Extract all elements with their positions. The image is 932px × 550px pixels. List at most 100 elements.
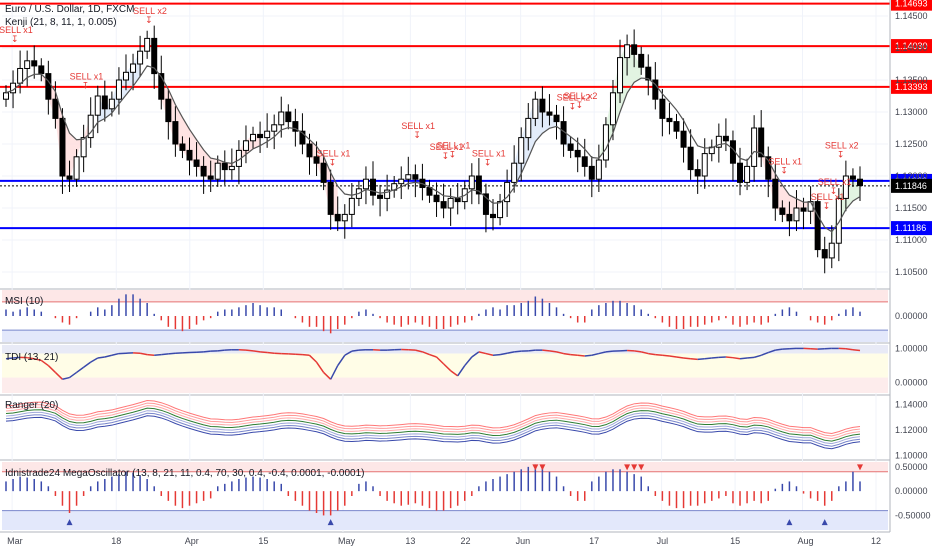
sell-signal-arrow: ↧ [449, 149, 457, 159]
candle-body [122, 71, 129, 81]
tdi-line-segment [351, 349, 360, 352]
candle-body [638, 53, 645, 68]
sell-signal-label: SELL x1 [472, 148, 506, 158]
tdi-line-segment [549, 350, 557, 353]
tdi-line-segment [47, 365, 56, 373]
candle-body [377, 194, 384, 199]
candle-body [694, 169, 701, 177]
candle-body [588, 165, 595, 180]
tdi-line-segment [457, 365, 466, 377]
sell-signal-label: SELL x1 [818, 177, 852, 187]
tdi-line-segment [760, 351, 769, 356]
time-tick-label: Jul [657, 536, 669, 546]
candle-body [701, 153, 708, 177]
ranger-panel-title: Ranger (20) [5, 400, 58, 411]
candle-body [45, 73, 52, 100]
candle-body [440, 201, 447, 209]
sell-signal-arrow: ↧ [484, 157, 492, 167]
tdi-line-segment [577, 354, 585, 357]
candle-body [454, 197, 461, 203]
candle-body [31, 60, 38, 67]
sell-signal-arrow: ↧ [11, 34, 19, 44]
tdi-line-segment [852, 349, 861, 352]
candle-body [130, 63, 137, 73]
candle-body [765, 156, 772, 180]
tdi-line-segment [147, 353, 155, 357]
candle-body [482, 193, 489, 215]
tdi-line-segment [499, 352, 508, 356]
time-tick-label: 15 [258, 536, 268, 546]
tdi-tick-label: 1.00000 [895, 343, 928, 353]
candle-body [779, 207, 786, 215]
mega-sell-marker [631, 464, 638, 471]
candle-body [59, 117, 66, 177]
msi-panel-title: MSI (10) [5, 296, 43, 307]
candle-body [165, 98, 172, 123]
ranger-tick-label: 1.14000 [895, 400, 928, 410]
tdi-line-segment [485, 352, 494, 357]
candle-body [221, 162, 228, 171]
tdi-line-segment [69, 371, 78, 379]
time-tick-label: 22 [461, 536, 471, 546]
level-price-badge [891, 0, 932, 11]
tdi-line-segment [203, 350, 211, 353]
candle-body [772, 178, 779, 209]
megaoscillator-panel-title: Idnistrade24 MegaOscillator (13, 8, 21, … [5, 468, 364, 479]
candle-body [384, 189, 391, 199]
tdi-line-segment [5, 357, 14, 360]
candle-body [532, 98, 539, 119]
candle-body [574, 149, 581, 158]
candle-body [73, 156, 80, 180]
tdi-line-segment [514, 350, 522, 353]
axes: 1.14500 1.14000 1.13500 1.13000 1.12500 1.120… [7, 0, 931, 546]
candle-body [257, 133, 264, 139]
tdi-line-segment [302, 353, 310, 357]
tdi-line-segment [245, 349, 254, 352]
tdi-line-segment [62, 376, 70, 381]
tdi-line-segment [97, 356, 105, 359]
candle-body [793, 207, 800, 222]
candle-body [475, 175, 482, 195]
tdi-line-segment [90, 357, 99, 363]
time-tick-label: May [338, 536, 356, 546]
candle-body [38, 65, 45, 75]
tdi-line-segment [669, 355, 677, 358]
candle-body [758, 127, 765, 158]
mega-sell-marker [532, 464, 539, 471]
candle-body [370, 178, 377, 196]
sell-signal-label: SELL x2 [825, 140, 859, 150]
mega-tick-label: -0.50000 [895, 510, 931, 520]
ranger-band-line [5, 412, 861, 447]
candle-body [80, 137, 87, 158]
sell-signal-arrow: ↧ [576, 100, 584, 110]
sell-signal-arrow: ↧ [413, 130, 421, 140]
mega-buy-marker [786, 519, 793, 526]
candle-body [179, 143, 186, 151]
sell-signal-arrow: ↧ [442, 151, 450, 161]
sell-signal-label: SELL x1 [0, 25, 33, 35]
candle-body [539, 98, 546, 113]
candle-body [3, 92, 9, 100]
ranger-band-line [5, 402, 861, 437]
candle-body [835, 197, 842, 244]
tdi-line-segment [683, 357, 691, 360]
tdi-line-segment [40, 359, 49, 367]
mega-lower-zone [2, 510, 888, 530]
candle-body [426, 187, 433, 196]
level-price-label: 1.11186 [895, 223, 926, 233]
tdi-line-segment [584, 354, 592, 357]
tdi-line-segment [217, 349, 225, 352]
tdi-line-segment [429, 353, 437, 358]
candle-body [292, 121, 299, 132]
msi-lower-zone [2, 330, 888, 342]
candle-body [87, 114, 94, 139]
time-tick-label: Aug [797, 536, 813, 546]
candle-body [581, 156, 588, 167]
mega-buy-marker [821, 519, 828, 526]
mega-sell-marker [857, 464, 863, 471]
candle-body [250, 133, 257, 142]
mega-tick-label: 0.50000 [895, 462, 928, 472]
candle-body [609, 92, 616, 126]
msi-upper-zone [2, 290, 888, 302]
tdi-line-segment [570, 353, 578, 357]
